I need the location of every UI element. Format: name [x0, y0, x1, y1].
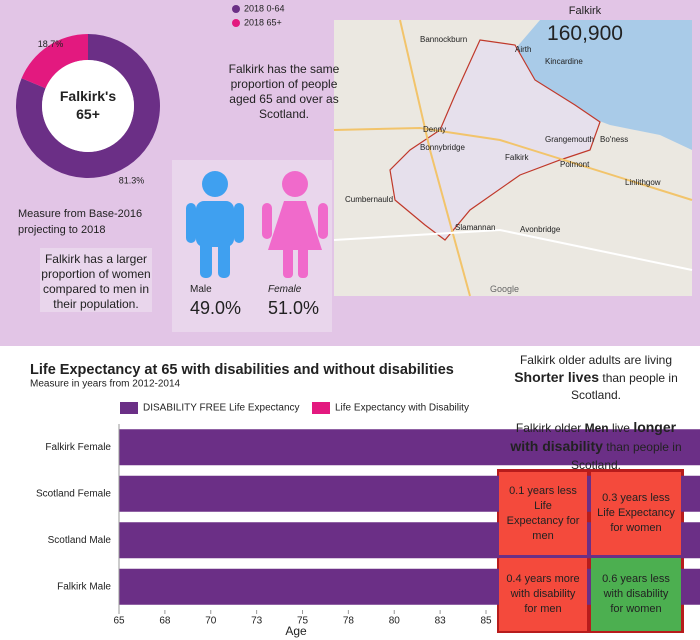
diff-box: 0.3 years less Life Expectancy for women — [591, 472, 681, 555]
map-place: Airth — [515, 45, 531, 54]
donut-segment — [15, 34, 160, 179]
y-tick-label: Scotland Female — [36, 488, 111, 499]
diff-box: 0.1 years less Life Expectancy for men — [499, 472, 587, 555]
legend-label: 2018 65+ — [244, 17, 282, 27]
x-tick-label: 65 — [113, 616, 125, 627]
bar-segment — [119, 429, 700, 466]
male-figure — [186, 171, 244, 278]
donut-center: Falkirk's 65+ — [60, 88, 116, 122]
male-label: Male — [190, 284, 212, 295]
text: than people in Scotland. — [570, 440, 682, 472]
x-tick-label: 83 — [435, 616, 447, 627]
women-note: Falkirk has a larger proportion of women… — [41, 252, 151, 311]
x-tick-label: 80 — [389, 616, 401, 627]
map-place: Falkirk — [505, 153, 530, 162]
proportion-note: Falkirk has the same proportion of peopl… — [228, 62, 340, 121]
text-bold: Men — [584, 421, 609, 435]
map-place: Denny — [423, 125, 446, 134]
y-tick-label: Falkirk Male — [57, 581, 111, 592]
x-tick-label: 78 — [343, 616, 355, 627]
donut-hole — [42, 60, 134, 152]
y-tick-label: Falkirk Female — [45, 442, 111, 453]
legend-label: DISABILITY FREE Life Expectancy — [143, 403, 300, 414]
measure-note: Measure from Base-2016 projecting to 201… — [18, 208, 143, 236]
female-figure — [262, 171, 328, 278]
text-bold: longer with disability — [510, 419, 677, 454]
legend-swatch — [120, 402, 138, 414]
donut-label: 18.7% — [38, 39, 64, 49]
legend-swatch — [232, 19, 240, 27]
map-place: Bonnybridge — [420, 143, 465, 152]
x-tick-label: 70 — [205, 616, 217, 627]
map-place: Kincardine — [545, 57, 583, 66]
map-place: Bannockburn — [420, 35, 467, 44]
legend-label: Life Expectancy with Disability — [335, 403, 469, 414]
water — [510, 20, 692, 150]
legend-label: 2018 0-64 — [244, 3, 285, 13]
female-label: Female — [268, 284, 302, 295]
map-place: Linlithgow — [625, 178, 661, 187]
map — [333, 19, 693, 297]
map-place: Polmont — [560, 160, 590, 169]
x-tick-label: 75 — [297, 616, 309, 627]
map-place: Cumbernauld — [345, 195, 393, 204]
women-panel — [40, 248, 152, 312]
text-bold: Shorter lives — [514, 369, 600, 385]
donut-label: 81.3% — [119, 176, 145, 186]
text: Falkirk older — [515, 421, 582, 435]
male-value: 49.0% — [190, 298, 242, 318]
legend-swatch — [312, 402, 330, 414]
map-title: Falkirk — [568, 5, 602, 17]
donut-center-line: Falkirk's — [60, 88, 116, 104]
y-tick-label: Scotland Male — [48, 535, 112, 546]
disability-summary: Falkirk older Men live longer with disab… — [500, 418, 692, 474]
road — [333, 126, 693, 201]
lives-summary: Falkirk older adults are living Shorter … — [500, 352, 692, 404]
x-tick-label: 68 — [159, 616, 171, 627]
text: than people in Scotland. — [570, 371, 678, 402]
x-tick-label: 73 — [251, 616, 263, 627]
x-tick-label: 85 — [480, 616, 492, 627]
legend-swatch — [232, 5, 240, 13]
road — [333, 228, 693, 271]
chart-subtitle: Measure in years from 2012-2014 — [30, 379, 181, 390]
map-population: 160,900 — [547, 22, 623, 45]
chart-title: Life Expectancy at 65 with disabilities … — [30, 362, 454, 378]
map-credit: Google — [490, 284, 520, 294]
diff-box: 0.4 years more with disability for men — [499, 558, 587, 631]
map-place: Bo'ness — [600, 135, 628, 144]
female-value: 51.0% — [268, 298, 320, 318]
x-axis-label: Age — [285, 624, 307, 638]
text: Falkirk older adults are living — [519, 353, 673, 367]
donut-center-line: 65+ — [76, 106, 100, 122]
road — [399, 19, 471, 297]
map-place: Slamannan — [455, 223, 495, 232]
map-place: Grangemouth — [545, 135, 594, 144]
diff-box: 0.6 years less with disability for women — [591, 558, 681, 631]
map-place: Avonbridge — [520, 225, 561, 234]
donut-segment — [21, 34, 88, 89]
text: live — [611, 421, 630, 435]
